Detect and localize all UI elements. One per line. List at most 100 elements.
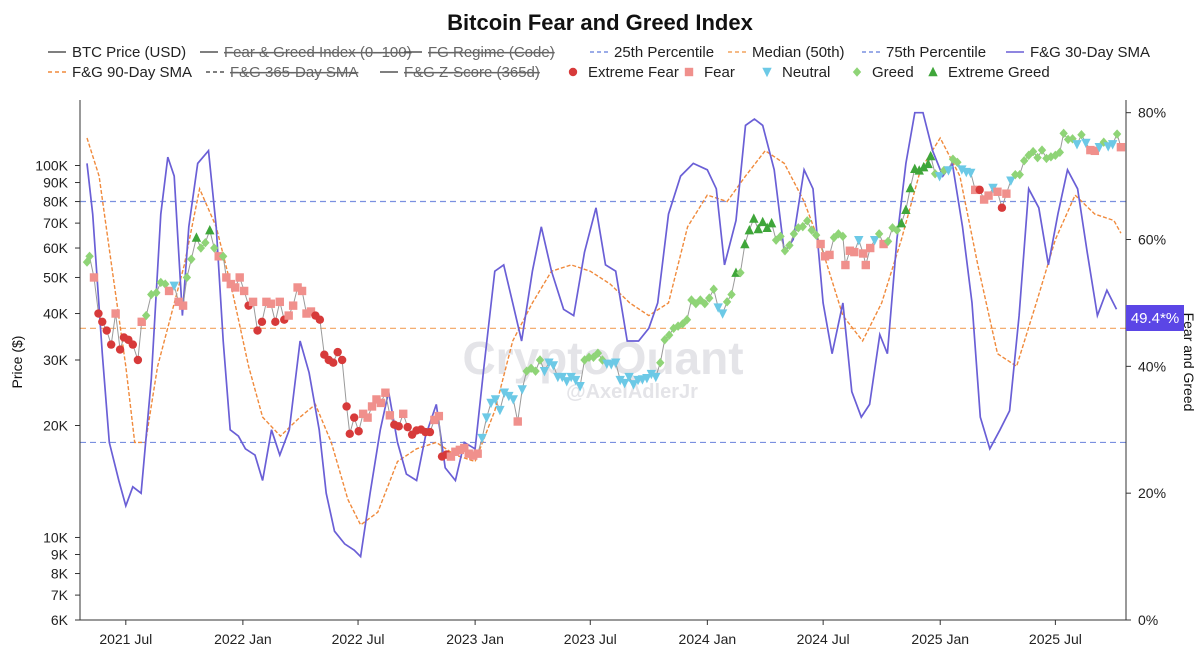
greed-point: [722, 297, 732, 307]
neutral-point: [1094, 142, 1104, 153]
x-tick-label: 2022 Jul: [332, 631, 385, 647]
greed-point: [1015, 169, 1024, 180]
greed-point: [700, 299, 710, 309]
badge-value: 49.4*%: [1131, 310, 1179, 327]
greed-point: [210, 243, 219, 253]
greed-point: [798, 221, 807, 232]
fear-point: [825, 250, 834, 260]
legend-item: F&G 365-Day SMA: [206, 64, 358, 81]
y-left-tick-label: 7K: [51, 587, 69, 603]
legend-item: Extreme Greed: [928, 64, 1050, 81]
fear-point: [399, 409, 408, 419]
extreme-greed-point: [205, 224, 215, 235]
extreme-fear-point: [997, 203, 1007, 212]
neutral-point: [869, 235, 880, 246]
greed-point: [218, 251, 228, 262]
fear-point: [1086, 145, 1095, 155]
neutral-point: [628, 380, 639, 390]
fear-point: [372, 395, 381, 404]
neutral-point: [539, 366, 550, 377]
sma-90-series: [86, 136, 1122, 526]
fear-point: [137, 317, 146, 327]
greed-point: [948, 154, 958, 164]
x-tick-label: 2024 Jan: [679, 631, 737, 647]
y-left-tick-label: 6K: [51, 612, 69, 628]
legend-label: F&G Z-Score (365d): [404, 64, 540, 81]
greed-point: [161, 279, 170, 289]
greed-point: [152, 288, 161, 298]
legend-label: F&G 365-Day SMA: [230, 64, 358, 81]
fear-point: [430, 415, 439, 425]
legend-item: Fear: [684, 64, 735, 81]
extreme-fear-point: [94, 309, 103, 318]
y-left-tick-label: 80K: [43, 194, 69, 210]
greed-point: [780, 246, 790, 256]
greed-point: [883, 236, 893, 247]
legend-item: 75th Percentile: [862, 44, 986, 61]
fear-point: [381, 388, 390, 397]
sma-30-line: [86, 111, 1118, 559]
greed-point: [201, 238, 210, 248]
greed-point: [834, 229, 843, 239]
greed-point: [1011, 169, 1020, 180]
fear-point: [306, 307, 316, 316]
fear-point: [174, 297, 183, 307]
greed-point: [1033, 152, 1042, 163]
extreme-fear-point: [257, 317, 267, 327]
fear-point: [859, 249, 868, 258]
neutral-point: [713, 303, 723, 313]
legend-label: FG Regime (Code): [428, 44, 555, 61]
fear-point: [231, 283, 240, 292]
extreme-fear-point: [115, 345, 125, 354]
y-left-tick-label: 20K: [43, 418, 69, 434]
fear-point: [816, 239, 825, 249]
y-left-tick-label: 60K: [43, 240, 69, 256]
neutral-point: [957, 165, 967, 175]
fear-point: [293, 283, 302, 292]
greed-point: [1099, 137, 1108, 147]
greed-point: [535, 355, 545, 365]
legend-label: Fear & Greed Index (0–100): [224, 44, 412, 61]
fear-point: [239, 286, 249, 296]
neutral-point: [988, 183, 998, 194]
extreme-fear-point: [403, 422, 412, 432]
badge-box: [1126, 305, 1184, 331]
fear-point: [451, 447, 460, 456]
greed-point: [141, 310, 151, 321]
fear-point: [222, 273, 231, 282]
y-left-tick-label: 90K: [43, 175, 69, 191]
neutral-point: [615, 375, 625, 386]
greed-point: [1037, 145, 1047, 155]
neutral-point: [1107, 140, 1118, 150]
fear-point: [841, 260, 850, 270]
fear-point: [993, 187, 1002, 196]
extreme-fear-point: [975, 185, 984, 195]
extreme-fear-point: [102, 326, 111, 335]
neutral-point: [646, 369, 657, 380]
extreme-fear-point: [98, 317, 107, 327]
neutral-point: [486, 398, 496, 409]
legend-item: FG Regime (Code): [404, 44, 555, 61]
y-right-tick-label: 80%: [1138, 105, 1166, 121]
extreme-greed-point: [740, 238, 750, 249]
neutral-point: [611, 358, 621, 368]
extreme-fear-point: [329, 358, 338, 367]
greed-point: [1077, 130, 1086, 140]
extreme-fear-point: [350, 413, 359, 422]
neutral-point: [575, 382, 585, 392]
neutral-point: [495, 405, 505, 416]
sma-90-line: [86, 136, 1122, 526]
neutral-point: [642, 374, 652, 384]
extreme-greed-point: [918, 161, 929, 172]
y-axis-label-right: Fear and Greed: [1181, 313, 1197, 412]
fear-point: [284, 311, 293, 320]
fear-point: [266, 299, 276, 308]
y-right-tick-label: 0%: [1138, 612, 1158, 628]
greed-point: [794, 223, 803, 233]
greed-point: [156, 277, 166, 288]
fear-point: [1090, 146, 1100, 156]
neutral-point: [548, 361, 559, 371]
greed-point: [1055, 147, 1065, 158]
legend-label: Fear: [704, 64, 735, 81]
